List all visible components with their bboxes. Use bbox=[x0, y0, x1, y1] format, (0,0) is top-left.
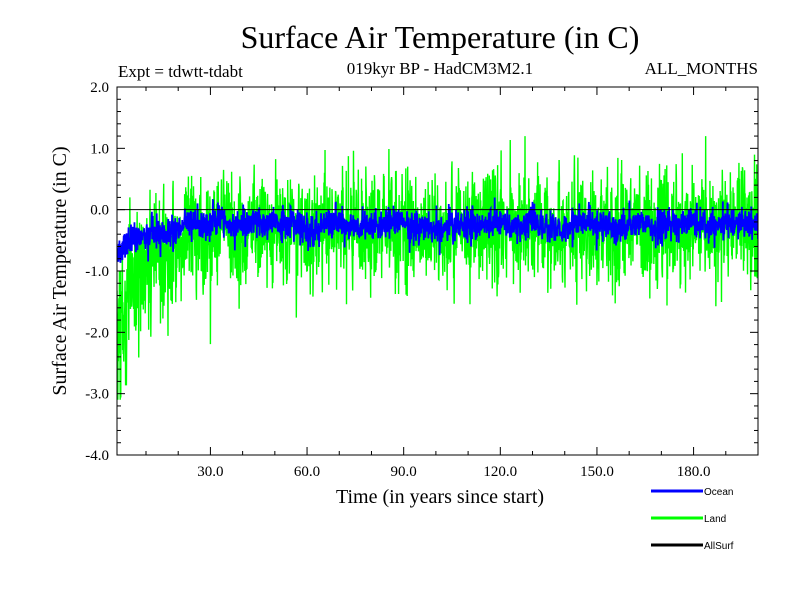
y-tick-label: -3.0 bbox=[85, 387, 109, 403]
x-tick-label: 180.0 bbox=[677, 464, 711, 480]
x-tick-label: 30.0 bbox=[197, 464, 223, 480]
legend-label-allsurf: AllSurf bbox=[704, 541, 734, 552]
x-tick-label: 150.0 bbox=[580, 464, 614, 480]
y-axis-label: Surface Air Temperature (in C) bbox=[49, 146, 71, 395]
y-tick-label: 0.0 bbox=[90, 203, 109, 219]
experiment-label: Expt = tdwtt-tdabt bbox=[118, 62, 243, 81]
x-tick-label: 120.0 bbox=[483, 464, 517, 480]
chart-title: Surface Air Temperature (in C) bbox=[241, 19, 640, 55]
x-tick-label: 90.0 bbox=[391, 464, 417, 480]
legend-label-ocean: Ocean bbox=[704, 487, 733, 498]
y-tick-label: 1.0 bbox=[90, 141, 109, 157]
y-tick-label: -2.0 bbox=[85, 325, 109, 341]
x-axis-label: Time (in years since start) bbox=[336, 486, 544, 508]
x-tick-label: 60.0 bbox=[294, 464, 320, 480]
axes-layer: -4.0 -3.0 -2.0 -1.0 0.0 1.0 2.0 30.0 60.0 90.0 120… bbox=[85, 80, 758, 480]
series-line-ocean bbox=[117, 197, 758, 263]
y-tick-label: 2.0 bbox=[90, 80, 109, 96]
chart-subtitle: 019kyr BP - HadCM3M2.1 bbox=[347, 59, 533, 78]
series-line-land bbox=[117, 136, 758, 400]
y-tick-label: -1.0 bbox=[85, 264, 109, 280]
legend: Ocean Land AllSurf bbox=[651, 487, 734, 552]
series-layer bbox=[117, 136, 758, 400]
y-tick-label: -4.0 bbox=[85, 448, 109, 464]
legend-label-land: Land bbox=[704, 514, 726, 525]
months-label: ALL_MONTHS bbox=[645, 59, 758, 78]
